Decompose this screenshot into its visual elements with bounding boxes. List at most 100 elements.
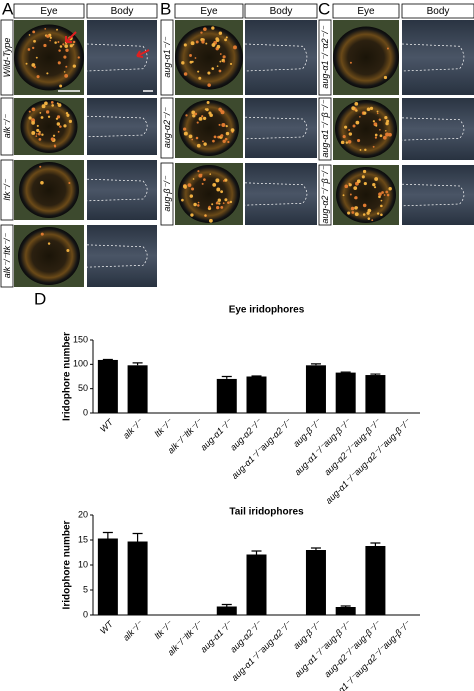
- iridophore: [348, 129, 351, 132]
- iridophore: [190, 41, 195, 46]
- iridophore: [366, 211, 370, 215]
- iridophore: [211, 203, 214, 206]
- error-bar: [370, 542, 381, 546]
- iridophore: [219, 53, 222, 55]
- column-header-box: [332, 3, 400, 19]
- iridophore: [366, 107, 371, 111]
- iridophore: [31, 107, 36, 112]
- iridophore: [40, 232, 44, 236]
- iridophore: [378, 195, 381, 199]
- iridophore: [386, 47, 389, 50]
- bar: [216, 606, 237, 615]
- bar: [305, 550, 326, 615]
- iridophore: [57, 61, 61, 65]
- iridophore: [374, 136, 377, 139]
- x-tick-label: WT: [98, 618, 116, 636]
- error-bar: [132, 362, 143, 366]
- column-header-box: [174, 3, 244, 19]
- body-image: [245, 98, 317, 158]
- iridophore: [203, 27, 207, 31]
- body-image: [245, 163, 317, 225]
- body-image: [402, 98, 474, 160]
- body-outline: [244, 182, 308, 206]
- iridophore: [357, 138, 361, 143]
- iridophore: [361, 175, 365, 179]
- row-label: aug-α1⁻/⁻: [162, 36, 172, 77]
- bar: [246, 376, 267, 413]
- iridophore: [382, 135, 387, 140]
- iridophore: [349, 193, 352, 196]
- body-image: [245, 20, 317, 95]
- iridophore: [202, 116, 207, 121]
- bar: [365, 546, 386, 615]
- iridophore: [386, 119, 390, 123]
- iridophore: [59, 84, 63, 88]
- iridophore: [208, 218, 213, 223]
- iridophore: [55, 117, 59, 120]
- iridophore: [212, 139, 215, 143]
- iridophore: [374, 177, 379, 181]
- bar: [335, 607, 356, 615]
- iridophore: [215, 37, 219, 41]
- column-header-box: [13, 3, 85, 19]
- iridophore: [51, 104, 54, 107]
- iridophore: [347, 211, 351, 215]
- iridophore: [364, 148, 367, 152]
- column-header: Body: [427, 6, 450, 17]
- iridophore: [183, 127, 187, 131]
- iridophore: [56, 28, 58, 31]
- iridophore: [362, 169, 367, 174]
- iridophore: [367, 208, 372, 213]
- iridophore: [194, 57, 197, 59]
- iridophore: [66, 113, 70, 117]
- iridophore: [227, 140, 230, 144]
- panel-label: D: [34, 289, 46, 308]
- iridophore: [345, 141, 349, 144]
- iridophore: [46, 72, 49, 75]
- body-outline: [401, 117, 465, 141]
- iridophore: [35, 135, 38, 137]
- iridophore: [187, 183, 192, 188]
- iridophore: [189, 194, 194, 198]
- eye: [178, 165, 240, 223]
- iridophore: [376, 112, 379, 115]
- row-label-box: [318, 97, 332, 161]
- iridophore: [224, 137, 228, 141]
- iridophore: [222, 139, 226, 143]
- iridophore: [190, 213, 194, 217]
- arrow: [65, 31, 77, 43]
- iridophore: [222, 55, 226, 59]
- iridophore: [354, 206, 358, 210]
- iridophore: [220, 110, 225, 115]
- iridophore: [189, 60, 193, 64]
- iridophore: [344, 125, 348, 129]
- iridophore: [233, 45, 237, 50]
- iridophore: [50, 137, 55, 141]
- panel-label: B: [160, 0, 171, 18]
- iridophore: [215, 178, 220, 183]
- iridophore: [191, 112, 194, 115]
- iridophore: [385, 121, 389, 126]
- iridophore: [44, 101, 48, 106]
- error-bar: [340, 605, 351, 607]
- iridophore: [216, 44, 221, 49]
- y-tick-label: 50: [78, 383, 88, 393]
- bar: [246, 554, 267, 615]
- body-outline: [86, 178, 148, 202]
- body-outline: [401, 43, 465, 72]
- iridophore: [191, 138, 194, 141]
- iridophore: [31, 46, 35, 50]
- y-tick-label: 15: [78, 534, 88, 544]
- column-header: Eye: [357, 6, 375, 17]
- iridophore: [347, 139, 352, 144]
- iridophore: [44, 27, 47, 30]
- y-tick-label: 0: [83, 609, 88, 619]
- iridophore: [72, 64, 76, 68]
- body-outline: [401, 183, 465, 207]
- iridophore: [183, 43, 187, 47]
- iridophore: [348, 132, 353, 136]
- chart-title: Tail iridophores: [229, 507, 304, 518]
- iridophore: [218, 69, 222, 73]
- error-bar: [221, 375, 232, 379]
- row-label: Wild-Type: [2, 38, 12, 78]
